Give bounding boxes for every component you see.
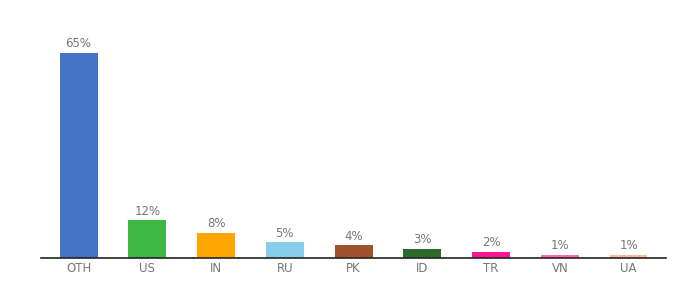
Bar: [60, 52, 97, 258]
Text: 65%: 65%: [65, 37, 92, 50]
Bar: [266, 242, 304, 258]
Bar: [472, 252, 510, 258]
Bar: [335, 245, 373, 258]
Bar: [610, 255, 647, 258]
Text: 12%: 12%: [134, 205, 160, 218]
Text: 3%: 3%: [413, 233, 432, 246]
Text: 5%: 5%: [275, 227, 294, 240]
Bar: [541, 255, 579, 258]
Text: 4%: 4%: [344, 230, 363, 243]
Bar: [403, 248, 441, 258]
Text: 1%: 1%: [551, 239, 569, 252]
Bar: [197, 233, 235, 258]
Text: 8%: 8%: [207, 217, 225, 230]
Text: 2%: 2%: [482, 236, 500, 249]
Text: 1%: 1%: [619, 239, 638, 252]
Bar: [129, 220, 167, 258]
